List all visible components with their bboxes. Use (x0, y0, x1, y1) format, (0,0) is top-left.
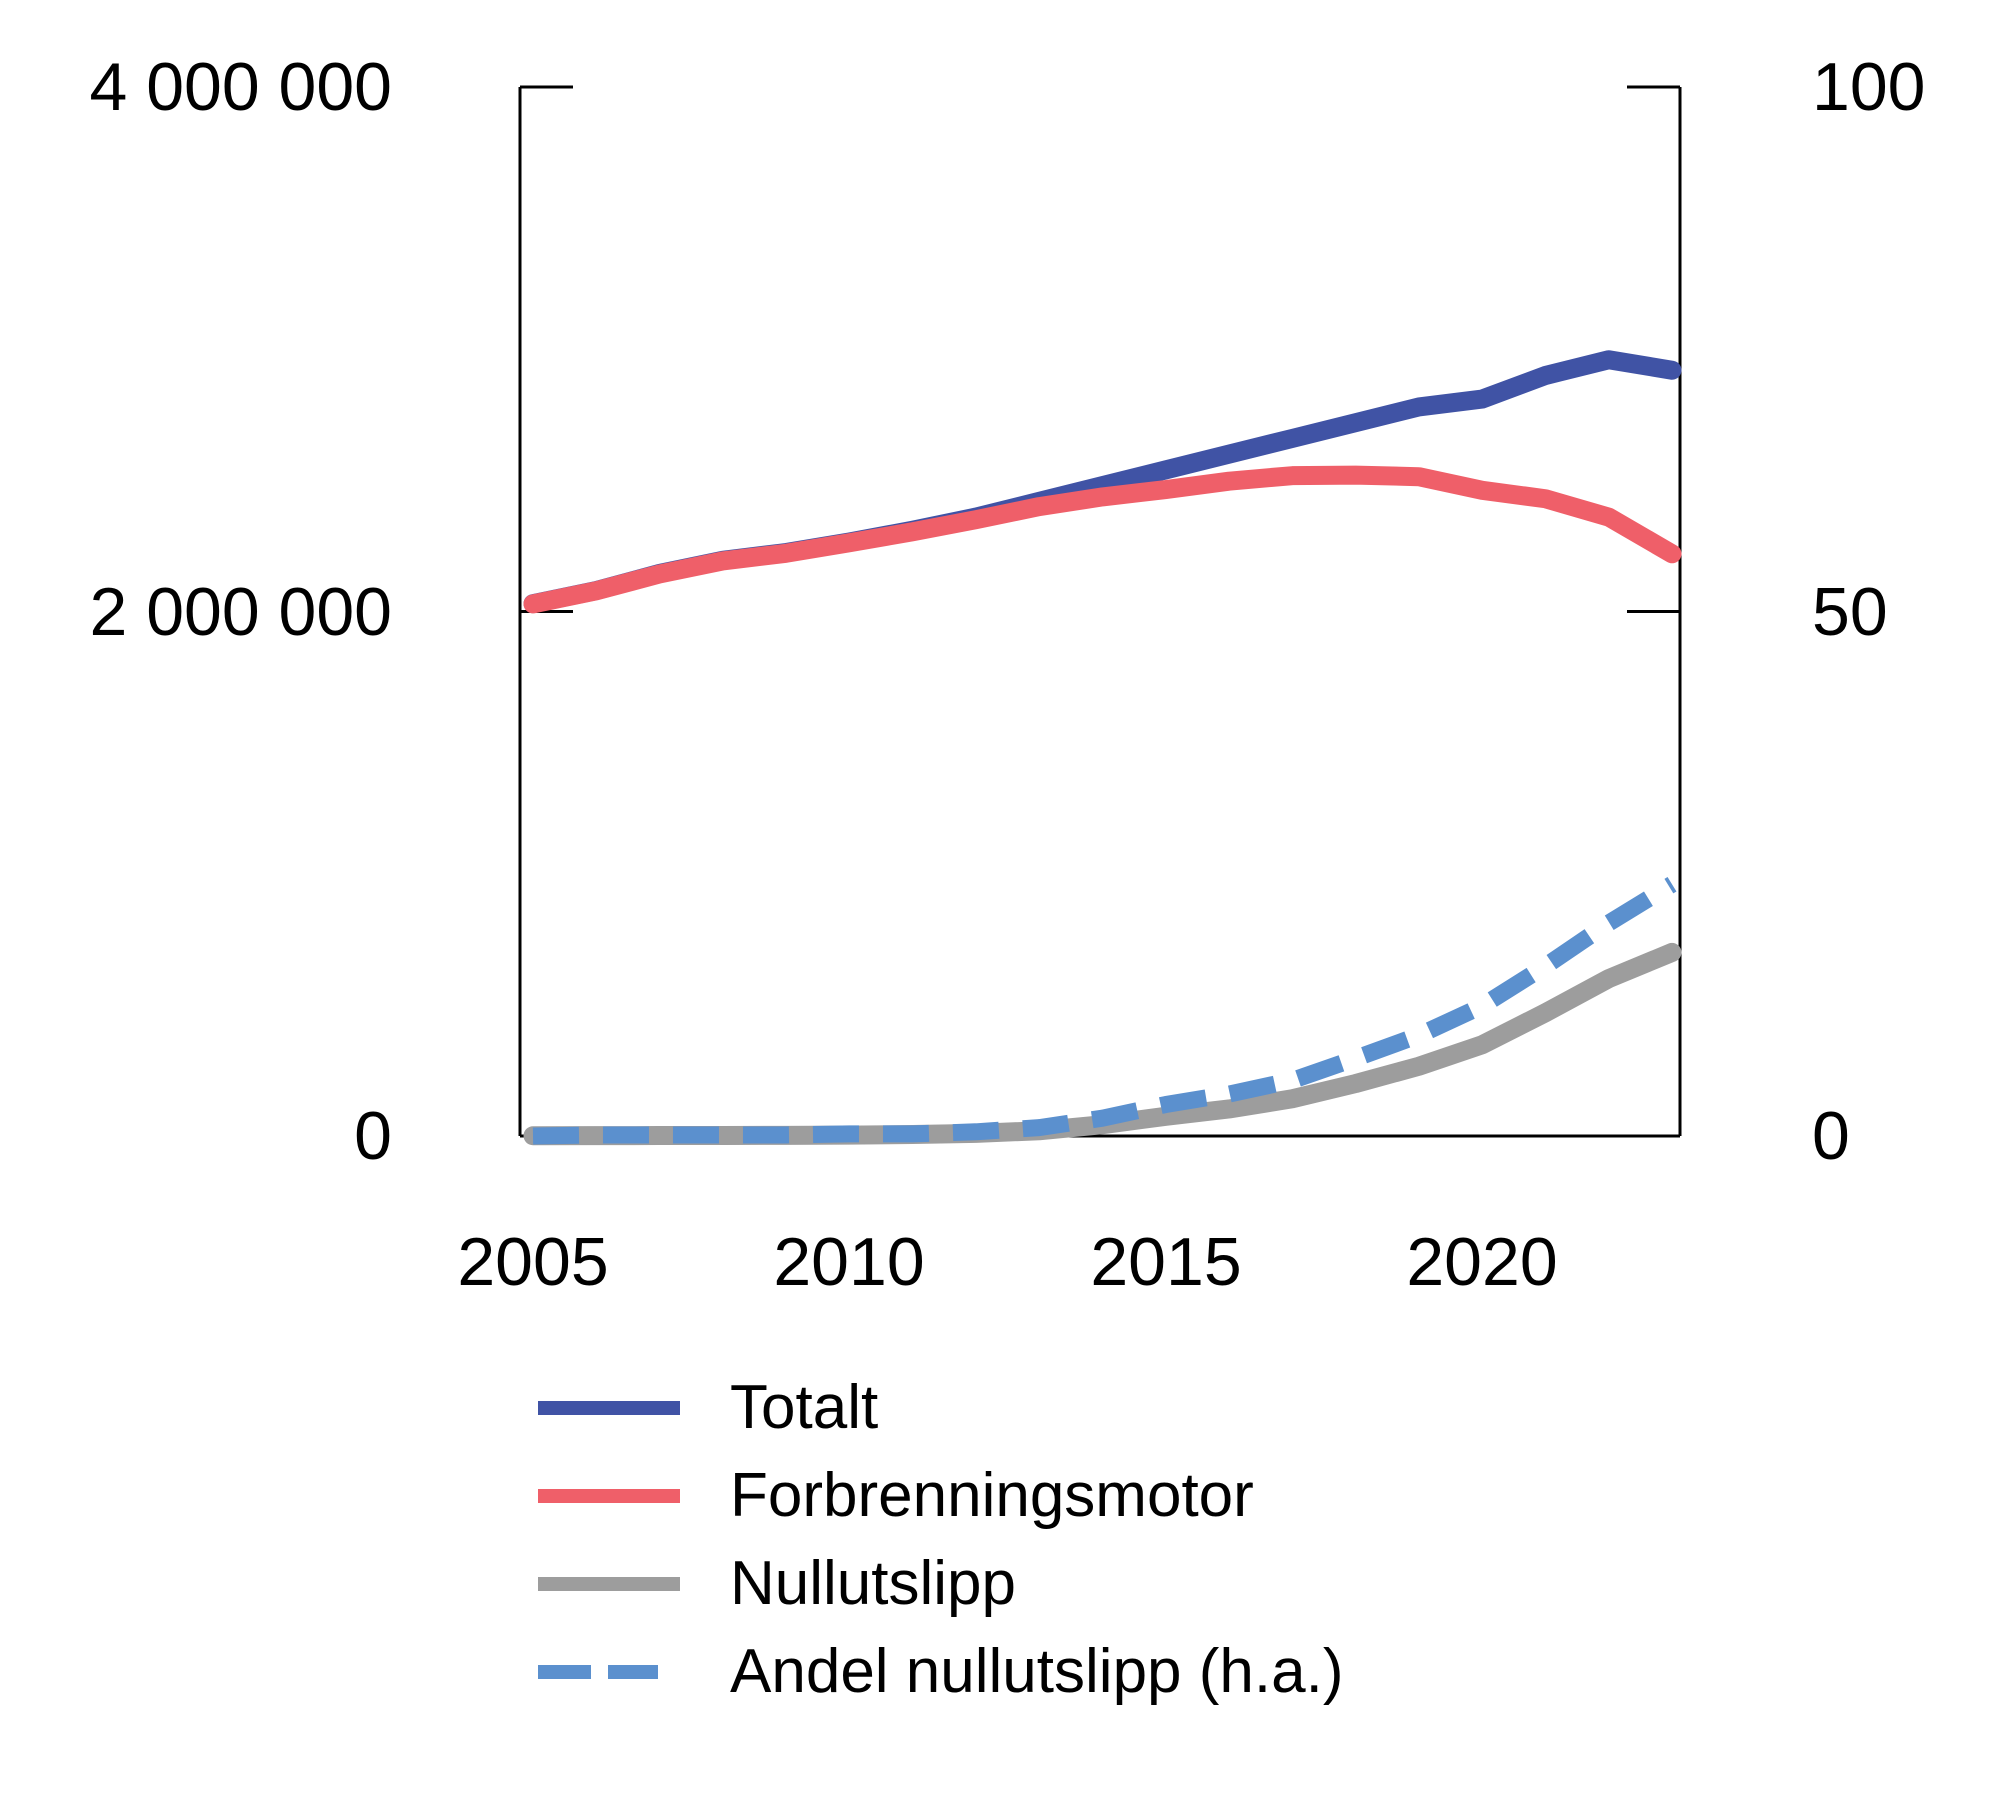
legend: Totalt Forbrenningsmotor Nullutslipp And… (538, 1364, 1343, 1716)
series-line-nullutslipp (523, 942, 1682, 1146)
legend-dash-segment (608, 1665, 658, 1679)
series-line-andel-nullutslipp-h-a (532, 876, 1677, 1145)
y-axis-right-tick-label: 0 (1812, 1098, 1850, 1174)
x-axis-tick-label: 2015 (1090, 1224, 1242, 1300)
legend-item-totalt: Totalt (538, 1364, 1343, 1452)
legend-swatch-nullutslipp (538, 1577, 680, 1591)
legend-label-andel-nullutslipp: Andel nullutslipp (h.a.) (730, 1637, 1344, 1706)
y-axis-left-tick-label: 2 000 000 (89, 574, 392, 650)
y-axis-right-tick-label: 50 (1812, 574, 1888, 650)
legend-label-forbrenningsmotor: Forbrenningsmotor (730, 1461, 1254, 1530)
x-axis-tick-label: 2005 (457, 1224, 609, 1300)
y-axis-left-tick-label: 0 (354, 1098, 392, 1174)
legend-swatch-totalt (538, 1401, 680, 1415)
legend-dash-segment (538, 1665, 591, 1679)
legend-swatch-andel-nullutslipp (538, 1665, 680, 1679)
legend-item-nullutslipp: Nullutslipp (538, 1540, 1343, 1628)
series-line-forbrenningsmotor (523, 465, 1682, 614)
x-axis-tick-label: 2020 (1406, 1224, 1558, 1300)
legend-item-andel-nullutslipp: Andel nullutslipp (h.a.) (538, 1628, 1343, 1716)
legend-label-totalt: Totalt (730, 1373, 879, 1442)
legend-swatch-forbrenningsmotor (538, 1489, 680, 1503)
y-axis-left-tick-label: 4 000 000 (89, 49, 392, 125)
y-axis-right-tick-label: 100 (1812, 49, 1926, 125)
legend-item-forbrenningsmotor: Forbrenningsmotor (538, 1452, 1343, 1540)
legend-label-nullutslipp: Nullutslipp (730, 1549, 1017, 1618)
x-axis-tick-label: 2010 (773, 1224, 925, 1300)
